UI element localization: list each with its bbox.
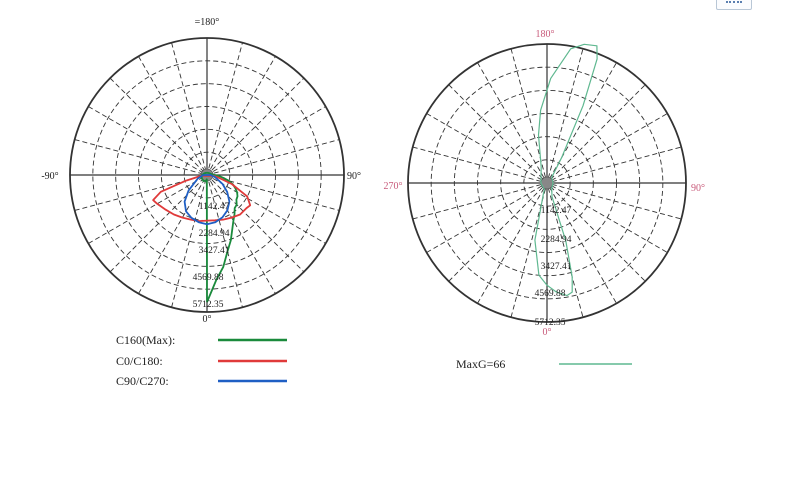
legend-label: C90/C270: xyxy=(116,374,169,388)
radial-tick-label: 4569.88 xyxy=(535,289,566,299)
radial-tick-label: 1142.47 xyxy=(541,206,572,216)
more-options-button[interactable] xyxy=(716,0,752,10)
angle-label-right: 90° xyxy=(691,183,705,194)
series-line-2-1 xyxy=(534,43,598,297)
angle-label-top: 180° xyxy=(536,29,555,40)
series-line-1-2 xyxy=(152,174,252,222)
angle-label-top: =180° xyxy=(195,17,220,28)
radial-tick-label: 5712.35 xyxy=(535,318,566,328)
radial-tick-label: 2284.94 xyxy=(199,229,230,239)
radial-tick-label: 3427.41 xyxy=(199,246,230,256)
polar-chart-right: 180° 270° 90° 0° 1142.47 2284.94 3427.41 4569.8… xyxy=(384,29,706,338)
legend-label: C0/C180: xyxy=(116,354,163,368)
angle-label-bottom: 0° xyxy=(203,314,212,325)
radial-tick-label: 5712.35 xyxy=(193,300,224,310)
legend-label: MaxG=66 xyxy=(456,357,505,371)
radial-tick-label: 3427.41 xyxy=(541,262,572,272)
angle-label-left: 270° xyxy=(384,181,403,192)
legend-label: C160(Max): xyxy=(116,333,175,347)
polar-chart-left: =180° -90° 90° 0° 1142.47 2284.94 3427.41 4569.… xyxy=(41,17,361,325)
more-icon xyxy=(726,1,742,5)
radial-tick-label: 1142.47 xyxy=(199,202,230,212)
radial-tick-label: 4569.88 xyxy=(193,273,224,283)
angle-label-left: -90° xyxy=(41,171,58,182)
series-line-1-3 xyxy=(183,174,231,226)
angle-label-bottom: 0° xyxy=(543,327,552,338)
legend: C160(Max): C0/C180: C90/C270: MaxG=66 xyxy=(116,333,632,388)
radial-tick-label: 2284.94 xyxy=(541,235,572,245)
angle-label-right: 90° xyxy=(347,171,361,182)
